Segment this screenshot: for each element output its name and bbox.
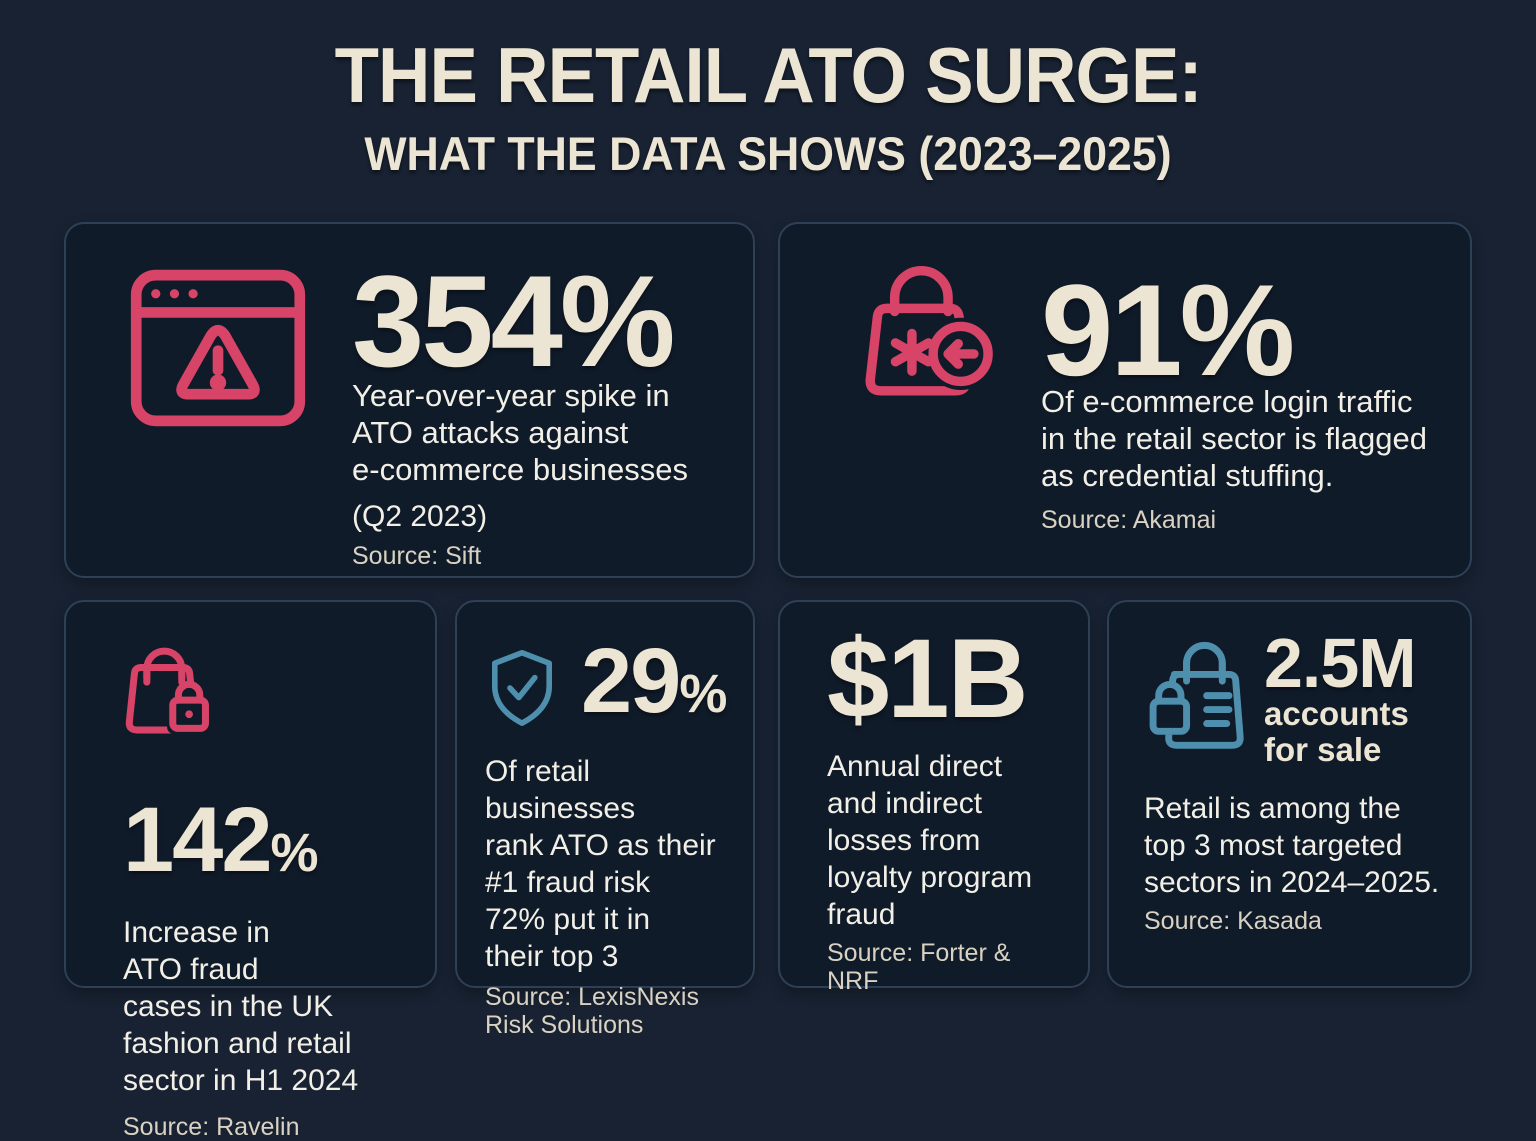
card-content: 354% Year-over-year spike in ATO attacks…: [352, 248, 688, 576]
stat-source: Source: Forter & NRF: [827, 939, 1011, 995]
stat-description: Retail is among the top 3 most targeted …: [1144, 792, 1440, 899]
stat-card-accounts-for-sale: 2.5M accounts for sale Retail is among t…: [1107, 600, 1472, 988]
stat-card-uk-fraud-increase: 142% Increase in ATO fraud cases in the …: [64, 600, 437, 1141]
stat-value: 2.5M: [1264, 624, 1417, 702]
bag-asterisk-arrow-icon: [846, 255, 1003, 576]
title-block: THE RETAIL ATO SURGE: WHAT THE DATA SHOW…: [0, 36, 1536, 177]
stat-description: Annual direct and indirect losses from l…: [827, 750, 1033, 931]
stat-unit: %: [679, 664, 728, 724]
stat-card-fraud-risk-rank: 29% Of retail businesses rank ATO as the…: [455, 600, 755, 1039]
stat-note: (Q2 2023): [352, 500, 488, 533]
stat-description: Of e-commerce login traffic in the retai…: [1041, 384, 1427, 493]
main-title: THE RETAIL ATO SURGE:: [334, 31, 1202, 119]
stat-value: 91%: [1041, 257, 1295, 403]
stat-label: accounts for sale: [1264, 695, 1409, 768]
stat-card-loyalty-losses: $1B Annual direct and indirect losses fr…: [778, 600, 1090, 995]
browser-warning-icon: [128, 268, 308, 576]
stat-card-ato-spike: 354% Year-over-year spike in ATO attacks…: [64, 222, 755, 578]
shield-check-icon: [485, 648, 559, 728]
stat-source: Source: Akamai: [1041, 506, 1217, 534]
stat-source: Source: Sift: [352, 542, 482, 570]
bag-list-lock-icon: [1144, 632, 1247, 768]
stat-block: 2.5M accounts for sale: [1264, 624, 1417, 768]
stat-value: $1B: [827, 616, 1028, 741]
infographic-canvas: THE RETAIL ATO SURGE: WHAT THE DATA SHOW…: [0, 36, 1536, 1141]
subtitle: WHAT THE DATA SHOWS (2023–2025): [364, 127, 1172, 180]
bag-lock-icon: [113, 633, 297, 801]
stat-source: Source: Kasada: [1144, 907, 1322, 935]
stat-description: Increase in ATO fraud cases in the UK fa…: [123, 916, 359, 1097]
stat-description: Of retail businesses rank ATO as their #…: [485, 755, 716, 973]
stat-source: Source: Ravelin: [123, 1113, 300, 1141]
stat-description: Year-over-year spike in ATO attacks agai…: [352, 378, 688, 487]
stat-source: Source: LexisNexis Risk Solutions: [485, 983, 699, 1039]
stat-unit: %: [270, 823, 319, 883]
card-header: 2.5M accounts for sale: [1144, 624, 1442, 768]
stat-value: 354%: [352, 248, 675, 394]
stat-value: 29%: [581, 630, 728, 732]
stat-card-credential-stuffing: 91% Of e-commerce login traffic in the r…: [778, 222, 1472, 578]
card-content: 91% Of e-commerce login traffic in the r…: [1041, 255, 1427, 576]
card-header: 29%: [485, 630, 733, 733]
stat-value: 142%: [123, 789, 319, 891]
